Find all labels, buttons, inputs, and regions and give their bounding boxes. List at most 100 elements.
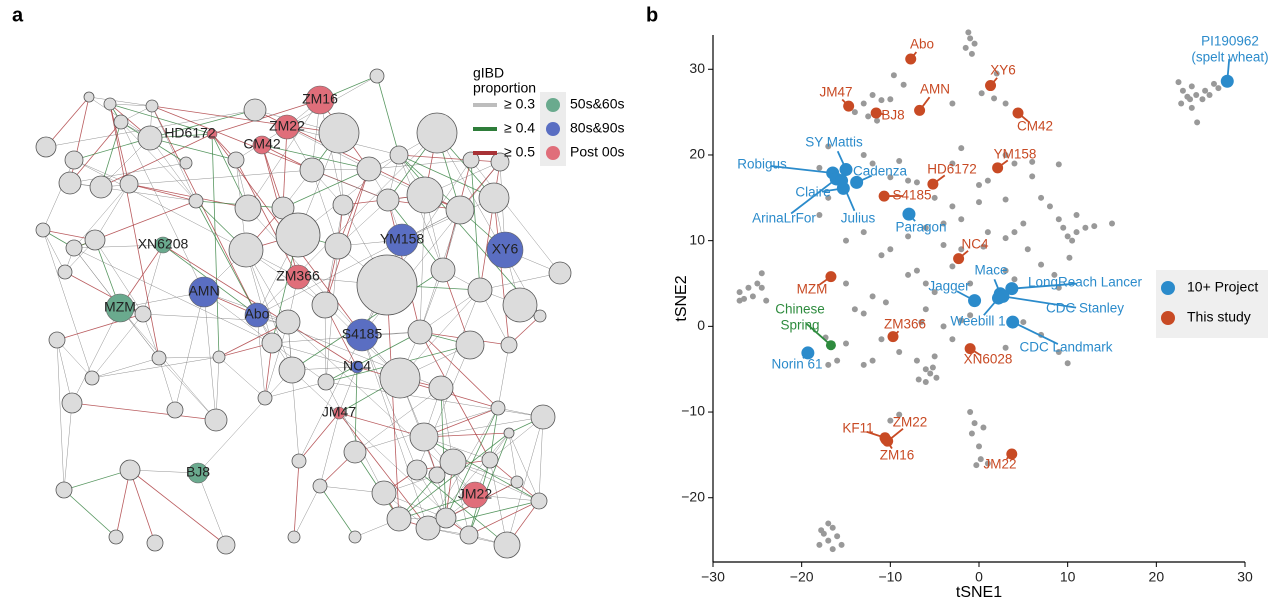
edge	[338, 412, 429, 529]
node	[445, 195, 475, 225]
point	[905, 233, 912, 240]
point	[1060, 224, 1067, 231]
legend-title: gIBD	[473, 65, 504, 81]
point-label: ArinaLrFor	[752, 211, 816, 226]
point	[922, 224, 929, 231]
edge	[325, 381, 544, 418]
edge	[109, 103, 153, 107]
point	[971, 40, 978, 47]
node	[257, 390, 273, 406]
point-label: Robigus	[737, 157, 787, 172]
point	[1188, 83, 1195, 90]
point-label: (spelt wheat)	[1191, 50, 1268, 65]
point	[1046, 203, 1053, 210]
point	[882, 299, 889, 306]
node-label: AMN	[188, 283, 219, 299]
legend-label: ≥ 0.3	[504, 96, 535, 112]
legend-title: proportion	[473, 80, 536, 96]
point	[971, 420, 978, 427]
node	[35, 136, 57, 158]
node	[55, 481, 73, 499]
point	[1178, 100, 1185, 107]
point	[913, 179, 920, 186]
point	[958, 246, 965, 253]
point	[1051, 271, 1058, 278]
point	[967, 280, 974, 287]
edge	[419, 331, 499, 409]
labeled-node	[154, 236, 172, 254]
point	[860, 100, 867, 107]
point	[825, 143, 832, 150]
point	[825, 194, 832, 201]
point	[816, 211, 823, 218]
labeled-node	[305, 85, 335, 115]
edge	[311, 169, 389, 201]
node	[478, 182, 510, 214]
edge	[42, 229, 66, 273]
y-tick-label: −10	[681, 403, 705, 419]
point	[980, 424, 987, 431]
legend-label: Post 00s	[570, 144, 624, 160]
point	[1220, 74, 1234, 88]
labeled-node	[274, 114, 300, 140]
point	[1055, 349, 1062, 356]
node	[415, 515, 441, 541]
point	[976, 199, 982, 206]
point	[887, 331, 899, 343]
labeled-node	[385, 223, 419, 257]
node	[332, 194, 354, 216]
leader-line	[1011, 282, 1077, 290]
point	[991, 95, 998, 102]
point-label: XN6028	[964, 352, 1013, 367]
edge	[56, 339, 73, 404]
point	[1002, 151, 1009, 158]
point	[905, 271, 912, 278]
x-tick-label: 10	[1060, 569, 1076, 585]
edge	[197, 369, 293, 474]
edge	[298, 412, 340, 462]
point	[851, 306, 858, 313]
point-label: CM42	[1017, 119, 1053, 134]
x-tick-label: 0	[975, 569, 983, 585]
node-label: NC4	[343, 358, 371, 374]
edge	[508, 432, 518, 483]
node	[416, 112, 458, 154]
node	[503, 427, 515, 439]
point	[890, 72, 897, 79]
legend-label: 50s&60s	[570, 96, 624, 112]
node	[406, 459, 428, 481]
legend-marker	[546, 146, 560, 160]
point-label: JM47	[819, 85, 852, 100]
point	[1202, 87, 1209, 94]
node	[317, 373, 335, 391]
x-tick-label: −10	[878, 569, 902, 585]
node	[435, 507, 457, 529]
node	[386, 506, 412, 532]
edge	[479, 272, 561, 291]
point	[902, 207, 916, 221]
point	[736, 289, 743, 296]
node	[493, 531, 521, 559]
point-label: S4185	[892, 188, 931, 203]
edge	[149, 137, 237, 161]
node	[459, 525, 479, 545]
point	[940, 220, 947, 227]
node	[146, 534, 164, 552]
node	[216, 535, 236, 555]
node-label: HD6172	[164, 125, 216, 141]
point	[1215, 85, 1222, 92]
point	[918, 319, 925, 326]
edge	[264, 381, 327, 399]
point	[927, 370, 934, 377]
point	[763, 297, 770, 304]
node	[61, 392, 83, 414]
legend-label: ≥ 0.4	[504, 120, 535, 136]
edge	[151, 105, 197, 202]
edge	[151, 105, 258, 316]
point	[949, 160, 956, 167]
x-axis-label: tSNE1	[956, 584, 1002, 601]
labeled-node	[105, 293, 135, 323]
node	[389, 145, 409, 165]
edge	[398, 154, 501, 163]
edge	[287, 321, 300, 462]
